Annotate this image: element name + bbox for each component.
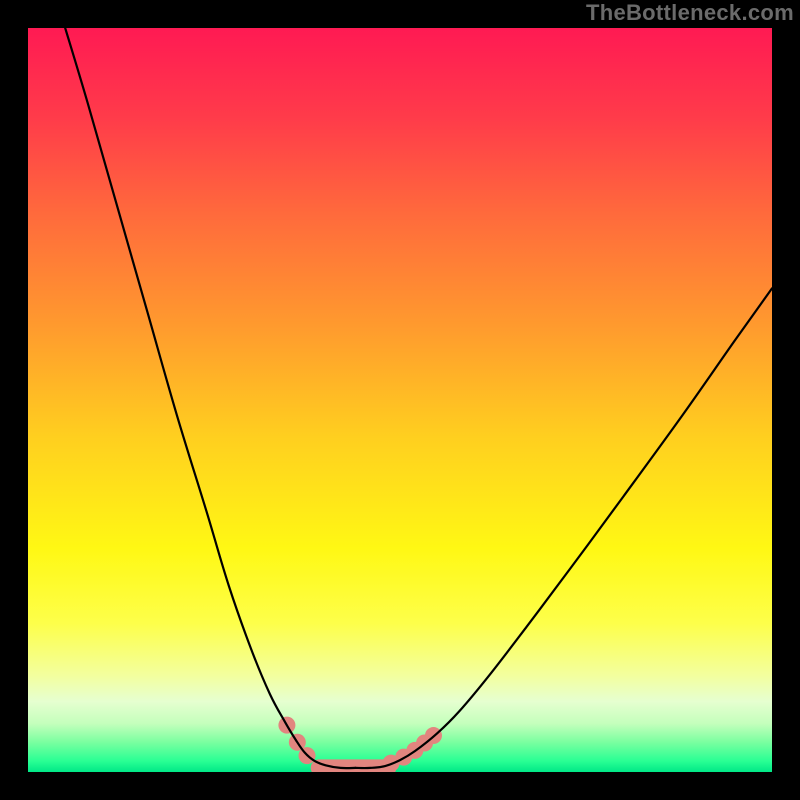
bottleneck-curve-plot [28, 28, 772, 772]
chart-frame: TheBottleneck.com [0, 0, 800, 800]
gradient-background [28, 28, 772, 772]
watermark-label: TheBottleneck.com [586, 0, 794, 26]
